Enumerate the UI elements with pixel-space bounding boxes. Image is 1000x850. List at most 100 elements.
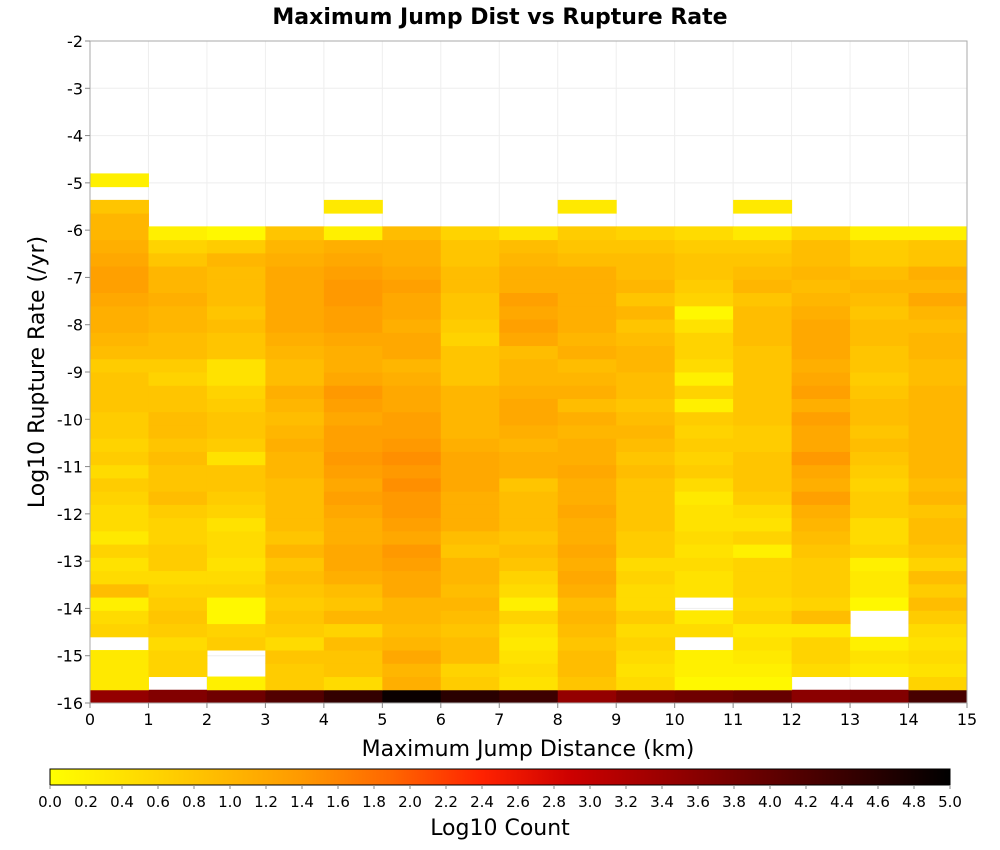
heatmap-cell xyxy=(148,451,208,466)
heatmap-cell xyxy=(206,226,266,241)
heatmap-cell xyxy=(323,239,383,254)
heatmap-cell xyxy=(850,424,910,439)
heatmap-cell xyxy=(440,266,500,280)
heatmap-cell xyxy=(206,689,266,704)
heatmap-cell xyxy=(148,689,208,704)
heatmap-cell xyxy=(382,544,442,558)
heatmap-cell xyxy=(733,663,793,678)
heatmap-cell xyxy=(791,332,851,347)
heatmap-cell xyxy=(382,464,442,479)
heatmap-cell xyxy=(206,464,266,479)
heatmap-cell xyxy=(90,266,149,280)
heatmap-cell xyxy=(791,663,851,678)
heatmap-cell xyxy=(733,491,793,505)
colorbar-tick-label: 1.4 xyxy=(290,793,314,811)
y-tick-label: -8 xyxy=(67,316,83,335)
heatmap-cell xyxy=(206,424,266,439)
colorbar-tick-label: 3.0 xyxy=(578,793,602,811)
heatmap-cell xyxy=(382,570,442,585)
heatmap-cell xyxy=(674,398,734,413)
heatmap-cell xyxy=(557,385,617,399)
heatmap-cell xyxy=(440,597,500,611)
heatmap-cell xyxy=(440,530,500,545)
heatmap-cell xyxy=(733,477,793,492)
heatmap-cell xyxy=(733,504,793,519)
heatmap-cell xyxy=(206,438,266,452)
heatmap-cell xyxy=(265,504,325,519)
heatmap-cell xyxy=(791,226,851,241)
heatmap-cell xyxy=(791,636,851,651)
heatmap-cell xyxy=(265,451,325,466)
heatmap-cell xyxy=(616,319,676,333)
y-tick-label: -16 xyxy=(57,694,83,713)
heatmap-cell xyxy=(791,464,851,479)
heatmap-cell xyxy=(557,676,617,691)
heatmap-cell xyxy=(206,610,266,625)
heatmap-cell xyxy=(440,689,500,704)
heatmap-cell xyxy=(499,305,559,320)
heatmap-cell xyxy=(908,557,968,572)
heatmap-cell xyxy=(323,663,383,678)
heatmap-cell xyxy=(440,570,500,585)
heatmap-cell xyxy=(90,398,149,413)
heatmap-cell xyxy=(908,544,968,558)
heatmap-cell xyxy=(674,583,734,598)
heatmap-cell xyxy=(440,464,500,479)
heatmap-cell xyxy=(791,610,851,625)
heatmap-cell xyxy=(850,252,910,267)
heatmap-cell xyxy=(499,239,559,254)
heatmap-cell xyxy=(148,650,208,664)
heatmap-cell xyxy=(499,279,559,294)
heatmap-cell xyxy=(148,226,208,241)
heatmap-cell xyxy=(733,530,793,545)
heatmap-cell xyxy=(323,372,383,386)
heatmap-cell xyxy=(265,491,325,505)
heatmap-cell xyxy=(323,676,383,691)
heatmap-cell xyxy=(323,319,383,333)
heatmap-cell xyxy=(850,663,910,678)
heatmap-cell xyxy=(499,358,559,373)
heatmap-cell xyxy=(206,332,266,347)
heatmap-cell xyxy=(674,517,734,532)
heatmap-cell xyxy=(850,372,910,386)
heatmap-cell xyxy=(148,398,208,413)
heatmap-cell xyxy=(499,292,559,307)
heatmap-cell xyxy=(90,252,149,267)
heatmap-cell xyxy=(90,239,149,254)
colorbar-tick-label: 2.0 xyxy=(398,793,422,811)
heatmap-cell xyxy=(850,504,910,519)
y-tick-label: -12 xyxy=(57,505,83,524)
colorbar-tick-label: 0.8 xyxy=(182,793,206,811)
y-tick-label: -6 xyxy=(67,221,83,240)
heatmap-cell xyxy=(908,451,968,466)
heatmap-cell xyxy=(616,663,676,678)
heatmap-cell xyxy=(850,557,910,572)
heatmap-cell xyxy=(206,517,266,532)
heatmap-cell xyxy=(791,689,851,704)
heatmap-cell xyxy=(557,517,617,532)
heatmap-cell xyxy=(674,239,734,254)
heatmap-cell xyxy=(850,385,910,399)
heatmap-cell xyxy=(382,411,442,426)
heatmap-cell xyxy=(616,451,676,466)
heatmap-cell xyxy=(206,411,266,426)
heatmap-cell xyxy=(733,676,793,691)
heatmap-cell xyxy=(323,358,383,373)
heatmap-cell xyxy=(791,530,851,545)
heatmap-cell xyxy=(440,491,500,505)
heatmap-cell xyxy=(557,663,617,678)
heatmap-cell xyxy=(90,517,149,532)
heatmap-cell xyxy=(323,279,383,294)
heatmap-cell xyxy=(206,292,266,307)
heatmap-cell xyxy=(148,477,208,492)
heatmap-cell xyxy=(499,372,559,386)
heatmap-cell xyxy=(265,544,325,558)
heatmap-cell xyxy=(616,544,676,558)
heatmap-cell xyxy=(382,650,442,664)
heatmap-cell xyxy=(206,530,266,545)
heatmap-cell xyxy=(557,570,617,585)
heatmap-cell xyxy=(791,451,851,466)
heatmap-cell xyxy=(616,279,676,294)
heatmap-cell xyxy=(733,623,793,638)
heatmap-cell xyxy=(90,332,149,347)
